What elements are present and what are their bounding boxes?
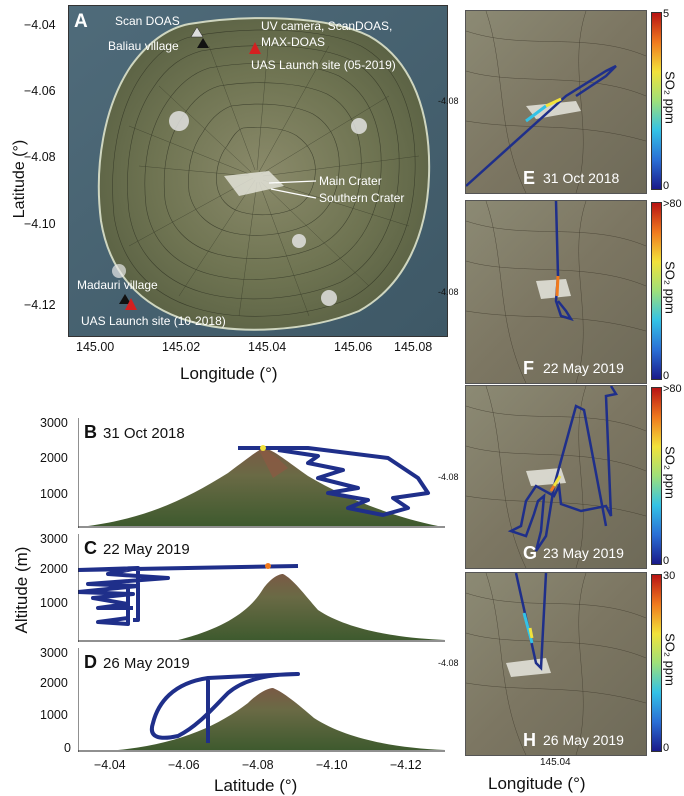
colorbar-max: 30	[663, 570, 676, 582]
ytick: −4.12	[24, 298, 56, 312]
panel-b: 3000 2000 1000 B 31 Oct 2018	[40, 416, 445, 530]
panel-a-xlabel: Longitude (°)	[180, 364, 278, 383]
ytick: -4.08	[438, 472, 459, 482]
maps-xlabel: Longitude (°)	[488, 774, 586, 793]
xtick: 145.04	[540, 757, 571, 768]
flight-track	[78, 564, 299, 626]
annotation-uv-camera: UV camera, ScanDOAS,	[261, 19, 393, 33]
panel-c: 3000 2000 1000 C 22 May 2019	[40, 532, 445, 644]
map-image	[465, 385, 647, 569]
flight-track	[507, 386, 619, 552]
flight-track	[149, 672, 300, 743]
map-image	[465, 10, 647, 194]
annotation-uas-2019: UAS Launch site (05-2019)	[251, 58, 396, 72]
panel-date: 31 Oct 2018	[103, 425, 185, 442]
annotation-southern-crater: Southern Crater	[319, 191, 405, 205]
ytick: 2000	[40, 451, 68, 465]
panel-date: 22 May 2019	[103, 541, 190, 558]
xtick: −4.06	[168, 758, 200, 772]
ytick: −4.08	[24, 150, 56, 164]
panel-g: G 23 May 2019 >80 0 SO₂ ppm	[465, 383, 684, 569]
panel-f: F 22 May 2019 >80 0 SO₂ ppm	[465, 198, 684, 384]
panel-letter: D	[84, 652, 97, 672]
colorbar-label: SO₂ ppm	[662, 71, 678, 124]
profiles-ylabel: Altitude (m)	[12, 546, 31, 634]
colorbar-max: >80	[663, 383, 682, 395]
profiles-xlabel: Latitude (°)	[214, 776, 298, 795]
so2-maps: E 31 Oct 2018 5 0 SO₂ ppm -4.08 F 22 May…	[430, 0, 684, 794]
panel-letter: H	[523, 730, 536, 750]
xtick: 145.00	[76, 340, 115, 354]
uas-launch-2018-marker	[125, 298, 137, 310]
panel-letter: B	[84, 422, 97, 442]
panel-date: 22 May 2019	[543, 360, 624, 376]
annotation-madauri: Madauri village	[77, 278, 158, 292]
ytick: 1000	[40, 708, 68, 722]
colorbar-label: SO₂ ppm	[662, 261, 678, 314]
altitude-profiles: Altitude (m) 3000 2000 1000 B 31 Oct 201…	[0, 410, 450, 795]
annotation-uas-2018: UAS Launch site (10-2018)	[81, 314, 226, 328]
xtick: −4.04	[94, 758, 126, 772]
colorbar-min: 0	[663, 370, 670, 382]
panel-d: 3000 2000 1000 0 D 26 May 2019	[40, 646, 445, 755]
map-image	[465, 572, 647, 756]
baliau-village-marker	[197, 38, 209, 48]
colorbar-min: 0	[663, 555, 670, 567]
panel-date: 23 May 2019	[543, 545, 624, 561]
panel-date: 31 Oct 2018	[543, 170, 620, 186]
annotation-scan-doas: Scan DOAS	[115, 14, 180, 28]
uas-launch-2019-marker	[249, 42, 261, 54]
ytick: 3000	[40, 416, 68, 430]
colorbar-min: 0	[663, 742, 670, 754]
panel-date: 26 May 2019	[103, 655, 190, 672]
colorbar	[651, 12, 662, 190]
colorbar-label: SO₂ ppm	[662, 446, 678, 499]
xtick: 145.08	[394, 340, 433, 354]
ytick: 0	[64, 741, 71, 755]
colorbar-max: 5	[663, 8, 670, 20]
ytick: 3000	[40, 646, 68, 660]
panel-a: Latitude (°) −4.04 −4.06 −4.08 −4.10 −4.…	[0, 0, 450, 390]
map-image	[465, 200, 647, 384]
annotation-main-crater: Main Crater	[319, 174, 382, 188]
colorbar-max: >80	[663, 198, 682, 210]
colorbar	[651, 387, 662, 565]
ytick: −4.06	[24, 84, 56, 98]
madauri-village-marker	[119, 294, 131, 304]
xtick: −4.08	[242, 758, 274, 772]
ytick: −4.04	[24, 18, 56, 32]
colorbar	[651, 202, 662, 380]
flight-track	[238, 446, 430, 517]
colorbar-label: SO₂ ppm	[662, 633, 678, 686]
ytick: 2000	[40, 676, 68, 690]
panel-letter: F	[523, 358, 534, 378]
panel-letter: C	[84, 538, 97, 558]
ytick: −4.10	[24, 217, 56, 231]
panel-e: E 31 Oct 2018 5 0 SO₂ ppm	[465, 8, 684, 194]
ytick: 3000	[40, 532, 68, 546]
xtick: −4.10	[316, 758, 348, 772]
panel-h: H 26 May 2019 30 0 SO₂ ppm	[465, 570, 684, 756]
panel-letter: E	[523, 168, 536, 188]
panel-date: 26 May 2019	[543, 732, 624, 748]
xtick: −4.12	[390, 758, 422, 772]
xtick: 145.06	[334, 340, 373, 354]
ytick: 2000	[40, 562, 68, 576]
ytick: -4.08	[438, 658, 459, 668]
panel-letter: G	[523, 543, 538, 563]
ytick: -4.08	[438, 96, 459, 106]
ytick: -4.08	[438, 287, 459, 297]
scan-doas-marker	[190, 26, 204, 38]
flight-track	[466, 64, 617, 187]
xtick: 145.04	[248, 340, 287, 354]
xtick: 145.02	[162, 340, 201, 354]
annotation-max-doas: MAX-DOAS	[261, 35, 326, 49]
ytick: 1000	[40, 596, 68, 610]
annotation-baliau: Baliau village	[108, 39, 179, 53]
panel-letter: A	[74, 11, 88, 32]
colorbar-min: 0	[663, 180, 670, 192]
satellite-map: A Scan DOAS Baliau village UV camera, Sc…	[68, 5, 448, 337]
ytick: 1000	[40, 487, 68, 501]
colorbar	[651, 574, 662, 752]
